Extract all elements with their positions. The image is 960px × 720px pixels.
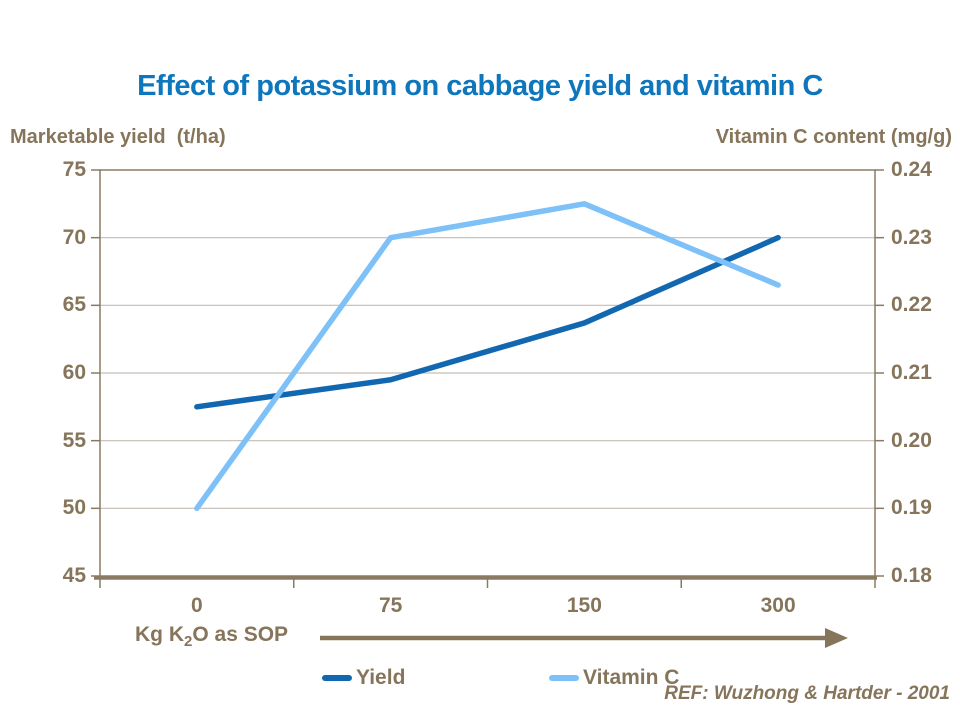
right-axis-title: Vitamin C content (mg/g) [715, 126, 952, 148]
legend-label-vitamin-c: Vitamin C [583, 666, 680, 689]
left-axis-tick-label: 75 [62, 158, 86, 181]
x-axis-title-subscript: 2 [184, 633, 193, 651]
reference-citation: REF: Wuzhong & Hartder - 2001 [664, 683, 950, 704]
x-axis-arrow [320, 628, 848, 648]
x-axis-arrow-head [825, 628, 848, 648]
left-axis-tick-label: 60 [62, 361, 86, 384]
x-axis-title-text: Kg K [135, 623, 184, 646]
x-axis-tick-label: 0 [191, 594, 203, 617]
left-axis-tick-label: 45 [62, 564, 86, 587]
right-axis-tick-label: 0.18 [891, 564, 932, 587]
legend-item-vitamin-c: Vitamin C [549, 664, 679, 692]
right-axis-tick-label: 0.21 [891, 361, 932, 384]
right-axis-tick-label: 0.20 [891, 428, 932, 452]
left-axis-tick-label: 65 [62, 293, 86, 317]
x-axis-title: Kg K2O as SOP [135, 623, 288, 650]
x-axis-tick-label: 300 [760, 594, 796, 617]
x-axis-title-text: O as SOP [192, 623, 289, 646]
legend-label-yield: Yield [356, 666, 406, 689]
vitamin-c-line-swatch [549, 675, 579, 681]
right-axis-tick-label: 0.22 [891, 293, 932, 317]
left-axis-tick-label: 55 [62, 428, 86, 452]
x-axis-tick-label: 150 [566, 594, 602, 617]
yield-line-swatch [322, 675, 352, 681]
left-axis-tick-label: 50 [62, 496, 86, 520]
x-axis-tick-label: 75 [378, 594, 403, 617]
legend-item-yield: Yield [322, 664, 405, 692]
left-axis-tick-label: 70 [62, 225, 86, 249]
chart-title: Effect of potassium on cabbage yield and… [137, 70, 823, 102]
left-axis-title: Marketable yield (t/ha) [10, 126, 226, 148]
right-axis-tick-label: 0.24 [891, 158, 932, 181]
right-axis-tick-label: 0.19 [891, 496, 932, 520]
vitamin-c-line [194, 201, 781, 512]
right-axis-tick-label: 0.23 [891, 225, 932, 249]
yield-line [194, 234, 781, 410]
